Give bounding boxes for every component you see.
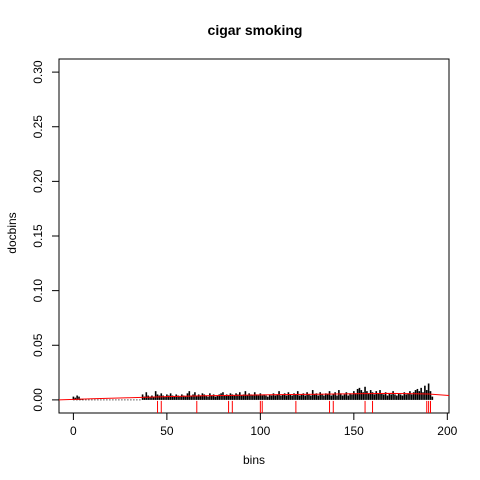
rug-layer <box>158 401 431 413</box>
y-tick-label: 0.05 <box>31 333 45 357</box>
y-axis: 0.00 0.05 0.10 0.15 0.20 0.25 0.30 <box>31 60 59 411</box>
y-tick-label: 0.25 <box>31 115 45 139</box>
plot-frame <box>59 59 449 413</box>
x-tick-label: 200 <box>437 424 457 438</box>
x-axis: 0 50 100 150 200 <box>70 413 458 438</box>
x-tick-label: 100 <box>250 424 270 438</box>
chart-title: cigar smoking <box>208 22 303 38</box>
y-tick-label: 0.20 <box>31 169 45 193</box>
x-tick-label: 0 <box>70 424 77 438</box>
y-tick-label: 0.15 <box>31 224 45 248</box>
x-tick-label: 150 <box>344 424 364 438</box>
x-tick-label: 50 <box>160 424 174 438</box>
x-axis-label: bins <box>243 453 265 467</box>
y-axis-label: docbins <box>5 212 19 253</box>
y-tick-label: 0.30 <box>31 60 45 84</box>
y-tick-label: 0.00 <box>31 388 45 412</box>
y-tick-label: 0.10 <box>31 279 45 303</box>
